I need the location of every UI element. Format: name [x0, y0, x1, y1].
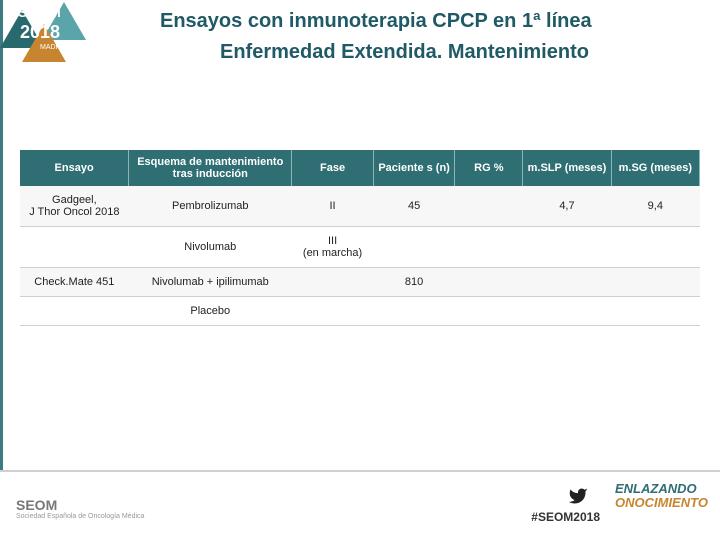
cell-ensayo: Gadgeel, J Thor Oncol 2018: [20, 186, 129, 227]
cell-empty: [20, 297, 129, 326]
table-row: Gadgeel, J Thor Oncol 2018 Pembrolizumab…: [20, 186, 700, 227]
cell-fase: III (en marcha): [292, 227, 374, 268]
col-mslp: m.SLP (meses): [523, 150, 611, 186]
accent-vertical-line: [0, 0, 3, 470]
table-row: Placebo: [20, 297, 700, 326]
col-ensayo: Ensayo: [20, 150, 129, 186]
cell-mslp: 4,7: [523, 186, 611, 227]
footer-seom-text: SEOM: [16, 497, 57, 513]
cell-empty: [373, 227, 455, 268]
table-header-row: Ensayo Esquema de mantenimiento tras ind…: [20, 150, 700, 186]
cell-text: J Thor Oncol 2018: [29, 206, 119, 218]
trials-table-container: Ensayo Esquema de mantenimiento tras ind…: [20, 150, 700, 326]
cell-esquema: Nivolumab: [129, 227, 292, 268]
cell-empty: [455, 297, 523, 326]
cell-empty: [523, 227, 611, 268]
cell-empty: [523, 297, 611, 326]
cell-fase: II: [292, 186, 374, 227]
twitter-icon: [566, 486, 590, 506]
cell-rg: [455, 186, 523, 227]
logo-seom-text: SEOM: [18, 4, 61, 20]
cell-empty: [292, 268, 374, 297]
col-fase: Fase: [292, 150, 374, 186]
enlazando-line2: ONOCIMIENTO: [615, 496, 710, 510]
title-line-2: Enfermedad Extendida. Mantenimiento: [220, 41, 710, 64]
cell-empty: [611, 227, 699, 268]
logo-year-text: 2018: [20, 22, 60, 43]
cell-empty: [523, 268, 611, 297]
cell-msg: 9,4: [611, 186, 699, 227]
cell-empty: [373, 297, 455, 326]
col-pacientes: Paciente s (n): [373, 150, 455, 186]
table-row: Check.Mate 451 Nivolumab + ipilimumab 81…: [20, 268, 700, 297]
col-msg: m.SG (meses): [611, 150, 699, 186]
title-line-1: Ensayos con inmunoterapia CPCP en 1ª lín…: [160, 10, 710, 33]
table-row: Nivolumab III (en marcha): [20, 227, 700, 268]
trials-table: Ensayo Esquema de mantenimiento tras ind…: [20, 150, 700, 326]
logo-city-text: MADRID: [40, 44, 68, 51]
enlazando-line1: ENLAZANDO: [615, 482, 710, 496]
cell-esquema: Nivolumab + ipilimumab: [129, 268, 292, 297]
slide-title: Ensayos con inmunoterapia CPCP en 1ª lín…: [160, 10, 710, 64]
cell-empty: [455, 227, 523, 268]
cell-text: (en marcha): [303, 247, 362, 259]
footer-seom-logo: SEOM Sociedad Española de Oncología Médi…: [16, 497, 144, 520]
cell-ensayo: Check.Mate 451: [20, 268, 129, 297]
cell-text: Gadgeel,: [52, 194, 97, 206]
cell-empty: [20, 227, 129, 268]
col-rg: RG %: [455, 150, 523, 186]
cell-empty: [611, 297, 699, 326]
cell-empty: [292, 297, 374, 326]
cell-pacientes: 810: [373, 268, 455, 297]
cell-esquema: Pembrolizumab: [129, 186, 292, 227]
seom-2018-logo: SEOM 2018 MADRID: [0, 0, 90, 70]
cell-empty: [455, 268, 523, 297]
cell-text: III: [328, 235, 337, 247]
footer-hashtag: #SEOM2018: [531, 510, 600, 524]
cell-empty: [611, 268, 699, 297]
cell-esquema: Placebo: [129, 297, 292, 326]
footer-seom-sub: Sociedad Española de Oncología Médica: [16, 513, 144, 520]
footer: SEOM Sociedad Española de Oncología Médi…: [0, 470, 720, 540]
cell-pacientes: 45: [373, 186, 455, 227]
col-esquema: Esquema de mantenimiento tras inducción: [129, 150, 292, 186]
footer-enlazando-logo: ENLAZANDO ONOCIMIENTO: [615, 482, 710, 532]
